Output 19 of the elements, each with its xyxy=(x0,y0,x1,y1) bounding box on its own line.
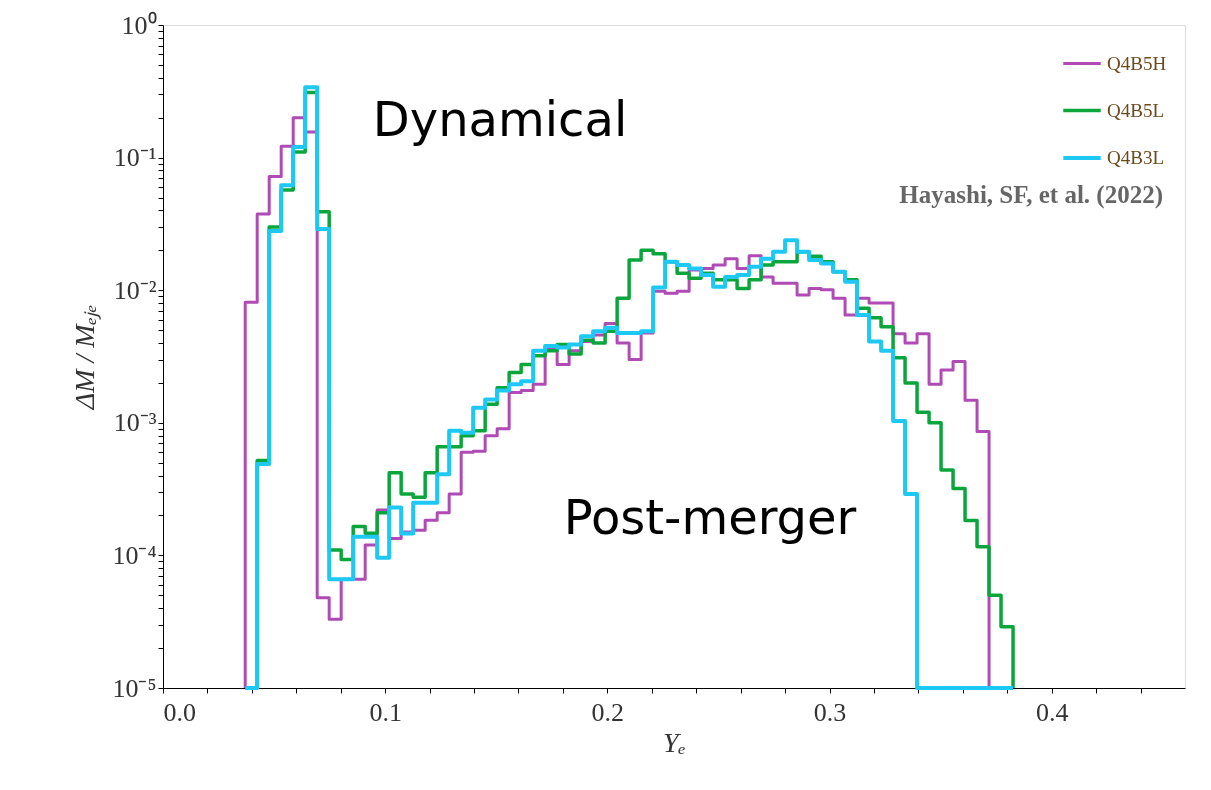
y-tick-label: 10⁻³ xyxy=(113,408,157,438)
y-tick-label: 10⁻² xyxy=(113,275,157,305)
x-tick-label: 0.2 xyxy=(591,697,625,727)
y-axis-title: ΔM / Mₑⱼₑ xyxy=(69,304,102,411)
x-axis-title: Yₑ xyxy=(663,726,686,758)
annotation: Hayashi, SF, et al. (2022) xyxy=(899,181,1163,209)
x-tick-label: 0.1 xyxy=(369,697,402,727)
legend-label: Q4B5L xyxy=(1107,99,1164,121)
legend-label: Q4B3L xyxy=(1107,147,1164,168)
legend-label: Q4B5H xyxy=(1107,52,1167,74)
y-tick-label: 10⁰ xyxy=(121,10,157,40)
y-tick-label: 10⁻⁴ xyxy=(112,540,157,570)
x-tick-label: 0.4 xyxy=(1035,697,1069,727)
annotation: Dynamical xyxy=(372,91,628,147)
y-tick-label: 10⁻⁵ xyxy=(112,673,157,703)
x-tick-label: 0.3 xyxy=(813,697,847,727)
x-tick-label: 0.0 xyxy=(163,697,196,727)
y-tick-label: 10⁻¹ xyxy=(113,143,157,173)
annotation: Post-merger xyxy=(563,489,857,545)
